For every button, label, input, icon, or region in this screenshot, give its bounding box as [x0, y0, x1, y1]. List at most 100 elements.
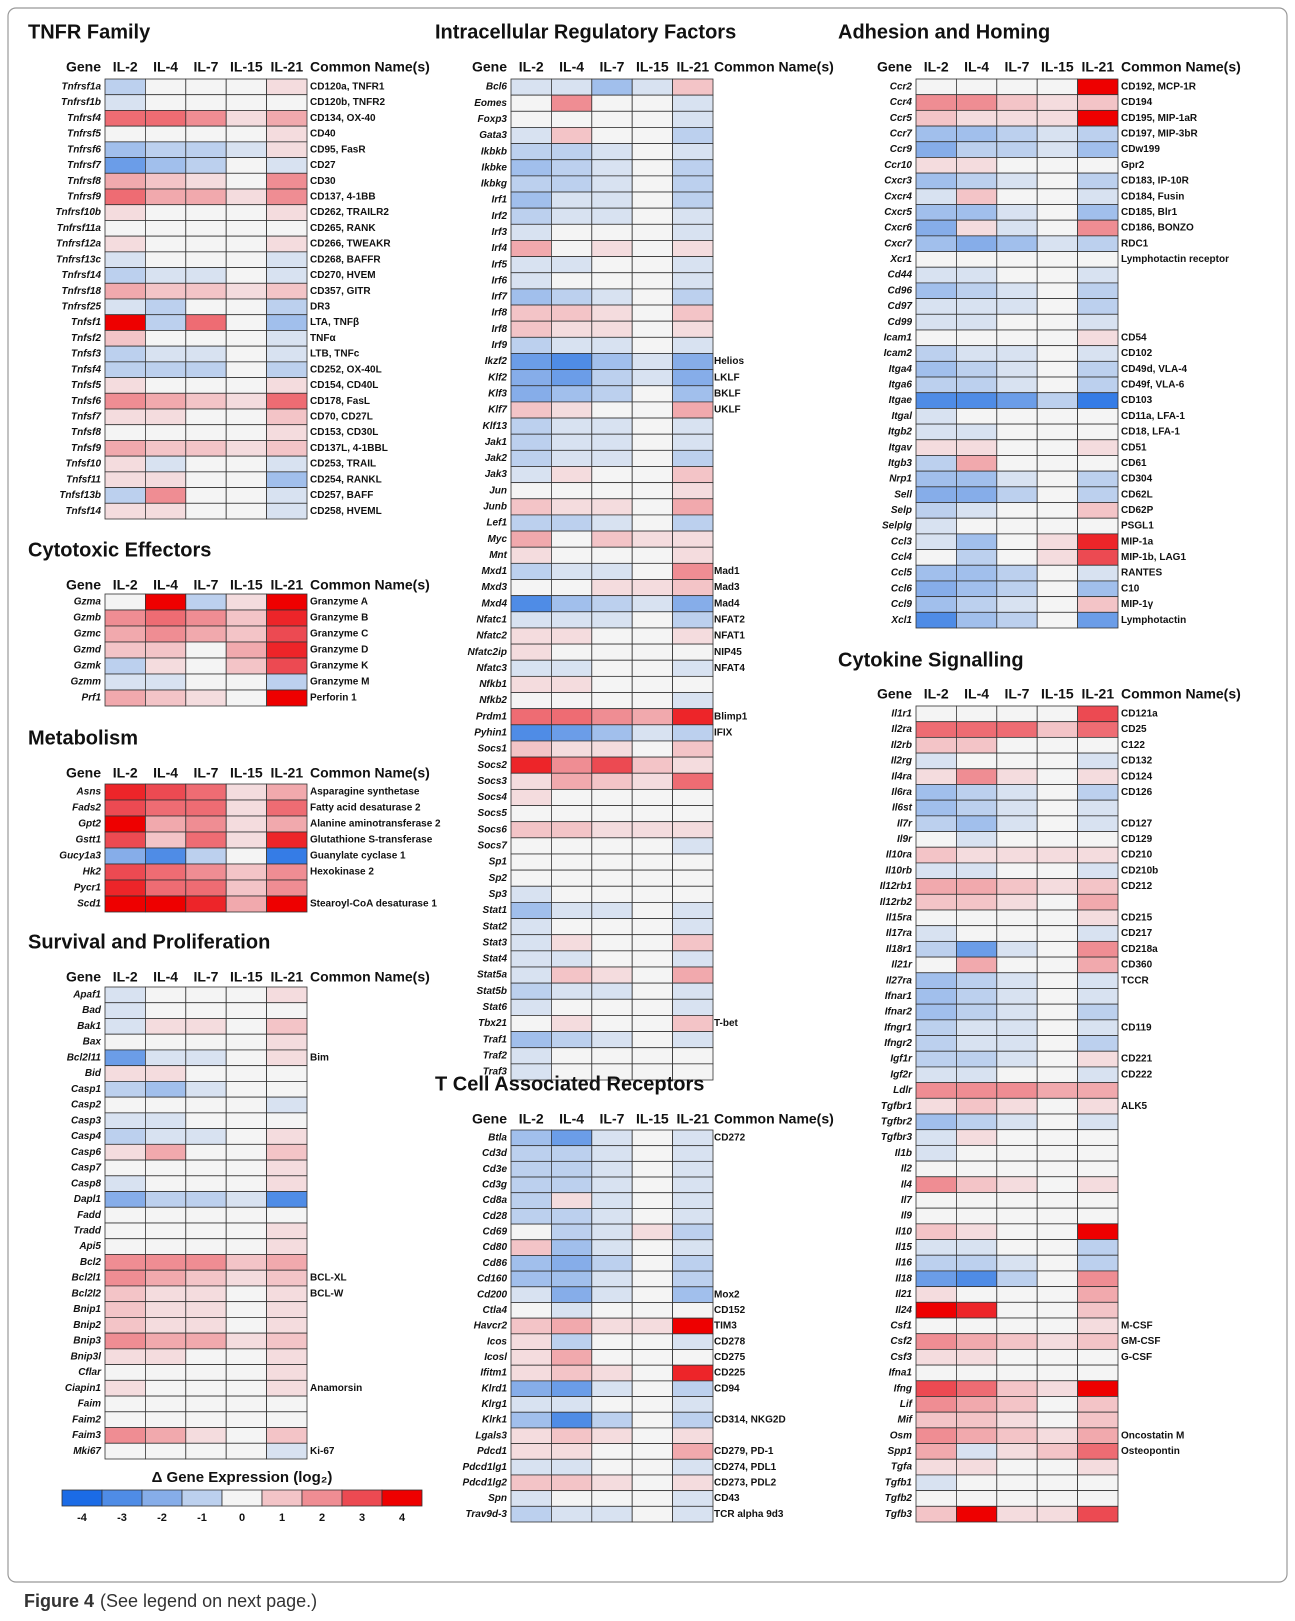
heat-cell: [1077, 799, 1119, 817]
gene-label: Tnfsf14: [65, 506, 101, 517]
heat-cell: [185, 440, 227, 457]
heat-cell: [185, 1285, 227, 1303]
gene-label: Il7: [901, 1195, 913, 1206]
heat-cell: [266, 1222, 308, 1240]
gene-label: Gpt2: [78, 819, 101, 830]
heat-cell: [185, 783, 227, 801]
heat-cell: [915, 611, 957, 629]
heat-cell: [996, 329, 1038, 347]
common-name: CD120b, TNFR2: [310, 97, 385, 108]
heat-cell: [672, 966, 714, 984]
heat-cell: [185, 1049, 227, 1067]
heat-cell: [956, 846, 998, 864]
heat-cell: [266, 799, 308, 817]
heat-cell: [551, 998, 593, 1016]
heat-cell: [1077, 78, 1119, 96]
heat-cell: [915, 329, 957, 347]
gene-label: Casp1: [71, 1084, 101, 1095]
heat-cell: [225, 487, 267, 504]
heat-cell: [956, 1003, 998, 1021]
heat-cell: [956, 1427, 998, 1444]
column-header: IL-7: [600, 1111, 625, 1127]
heat-cell: [631, 482, 674, 500]
heat-cell: [591, 982, 633, 1000]
heat-cell: [266, 1112, 308, 1130]
heat-cell: [185, 609, 227, 627]
gene-label: Gstt1: [75, 835, 101, 846]
heat-cell: [510, 643, 552, 661]
heat-cell: [996, 893, 1038, 911]
gene-header: Gene: [472, 59, 507, 75]
heat-cell: [185, 345, 227, 363]
heat-cell: [915, 1270, 957, 1288]
heat-cell: [266, 298, 308, 316]
gene-label: Tnfsf9: [71, 443, 101, 454]
gene-label: Itgav: [889, 442, 914, 453]
heat-cell: [185, 282, 227, 300]
heat-cell: [996, 204, 1038, 221]
heat-cell: [915, 1050, 957, 1068]
heat-cell: [672, 1364, 714, 1382]
heat-cell: [551, 175, 593, 193]
heat-cell: [996, 313, 1038, 331]
heat-cell: [144, 1379, 187, 1397]
heat-cell: [956, 141, 998, 158]
panel-title: TNFR Family: [28, 21, 151, 43]
heat-cell: [104, 94, 146, 111]
heat-cell: [631, 1302, 674, 1319]
heat-cell: [185, 1159, 227, 1177]
heat-cell: [915, 1348, 957, 1366]
gene-label: Tnfrsf4: [67, 113, 101, 124]
heat-cell: [266, 1285, 308, 1303]
caption-text: (See legend on next page.): [100, 1591, 317, 1611]
heat-cell: [996, 1427, 1038, 1444]
gene-label: Cd28: [483, 1211, 508, 1222]
heat-cell: [510, 1286, 552, 1303]
heat-cell: [996, 360, 1038, 378]
heat-cell: [551, 1474, 593, 1492]
heat-cell: [185, 487, 227, 504]
heat-cell: [185, 330, 227, 347]
heat-cell: [551, 821, 593, 839]
heat-cell: [551, 966, 593, 984]
heat-cell: [996, 1380, 1038, 1397]
gene-header: Gene: [66, 969, 101, 985]
heat-cell: [1036, 486, 1078, 503]
heat-cell: [956, 784, 998, 801]
common-name: TIM3: [714, 1321, 737, 1332]
heat-cell: [996, 831, 1038, 848]
heat-cell: [510, 1443, 552, 1460]
heat-cell: [631, 1505, 674, 1523]
heat-cell: [956, 251, 998, 268]
gene-label: Cd86: [483, 1258, 508, 1269]
heat-cell: [266, 1128, 308, 1145]
heat-cell: [104, 1096, 146, 1114]
heat-cell: [551, 1317, 593, 1335]
heat-cell: [631, 902, 674, 919]
heat-cell: [672, 934, 714, 952]
heat-cell: [104, 220, 146, 237]
heat-cell: [956, 455, 998, 472]
heat-cell: [1077, 1192, 1119, 1209]
column-header: IL-21: [270, 969, 303, 985]
gene-header: Gene: [472, 1111, 507, 1127]
common-name: Lymphotactin receptor: [1121, 254, 1229, 265]
heat-cell: [551, 1192, 593, 1209]
common-name: CD215: [1121, 912, 1153, 923]
heat-cell: [996, 1129, 1038, 1146]
heat-cell: [672, 885, 714, 903]
heat-cell: [1036, 1333, 1078, 1350]
heat-cell: [1036, 188, 1078, 205]
column-header: IL-15: [1041, 59, 1074, 75]
common-name: MIP-1b, LAG1: [1121, 552, 1186, 563]
heat-cell: [1077, 721, 1119, 738]
heat-cell: [266, 455, 308, 473]
heat-cell: [996, 157, 1038, 174]
heat-cell: [631, 627, 674, 645]
heat-cell: [104, 879, 146, 897]
heat-cell: [1036, 329, 1078, 347]
heat-cell: [225, 502, 267, 520]
heat-cell: [631, 1364, 674, 1382]
common-name: CD62L: [1121, 489, 1153, 500]
heat-cell: [225, 879, 267, 897]
